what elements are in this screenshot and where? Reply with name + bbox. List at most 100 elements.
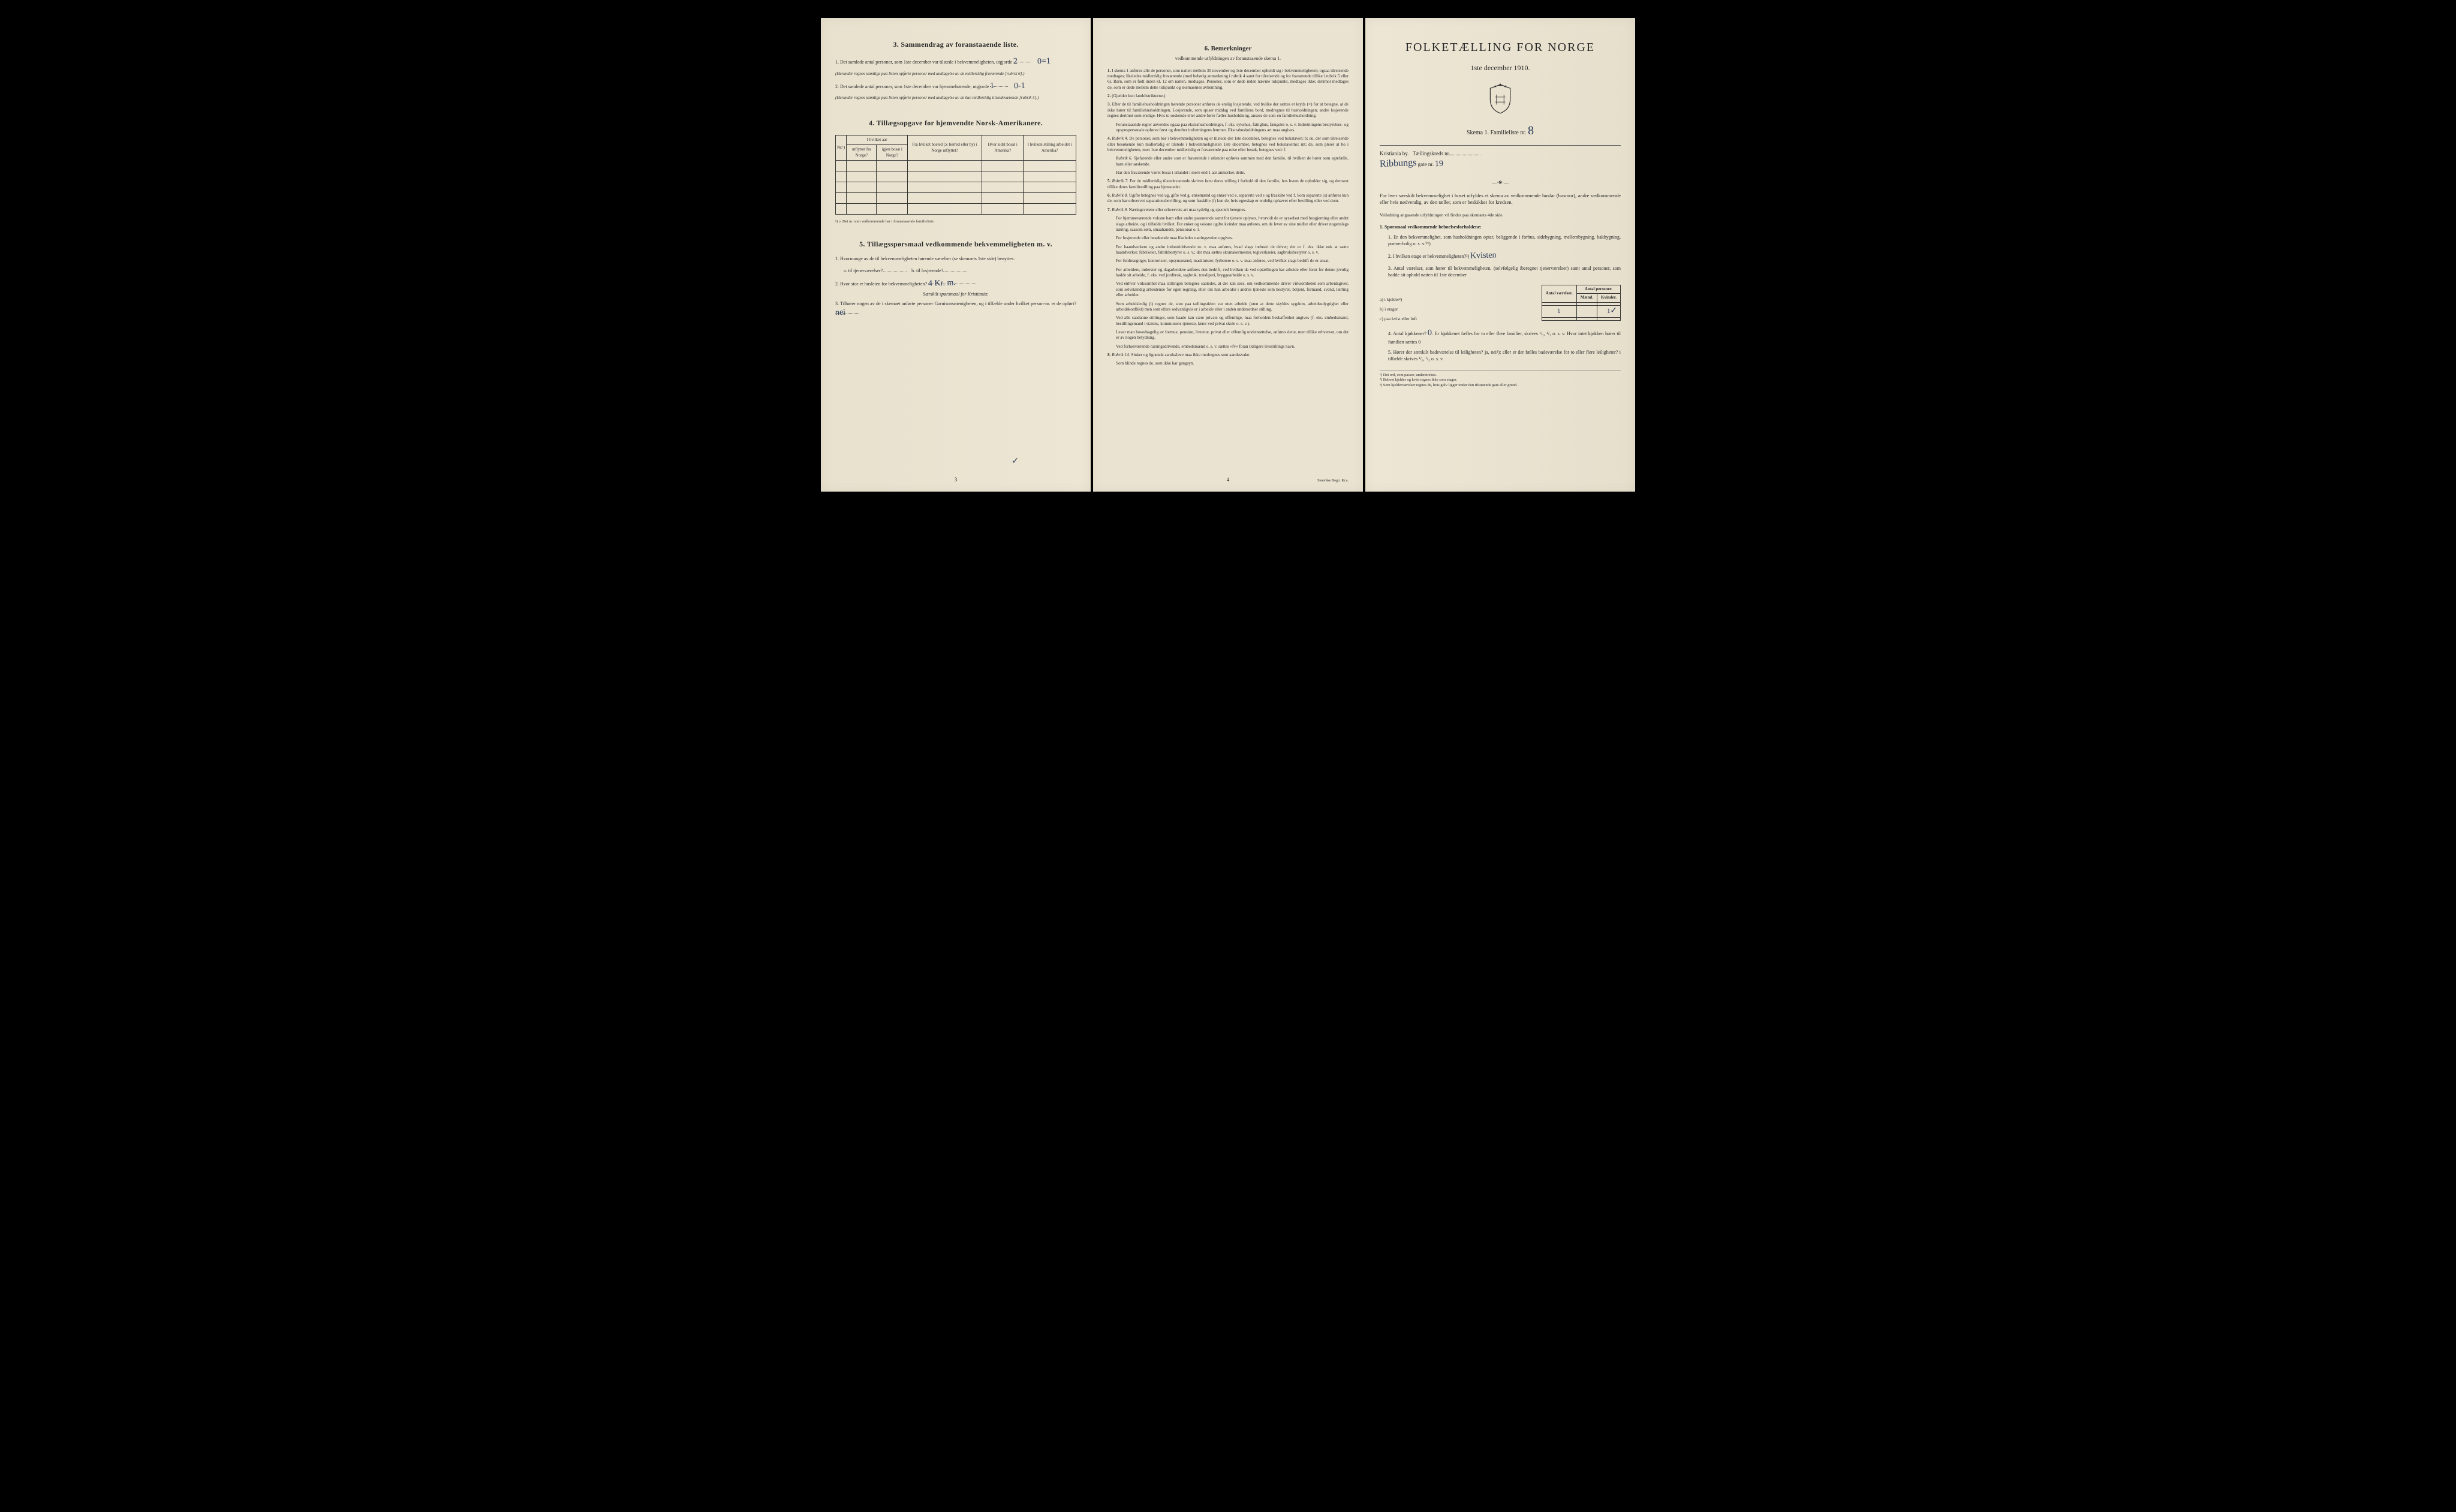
s5-q3-value: nei — [835, 308, 846, 319]
r6-label: Rubrik 6. — [1116, 156, 1132, 161]
table-row — [836, 161, 1076, 171]
q2-note: (Herunder regnes samtlige paa listen opf… — [835, 95, 1076, 101]
q1-text: 1. Det samlede antal personer, som 1ste … — [835, 59, 1012, 65]
th-utfl: utflyttet fra Norge? — [847, 145, 877, 161]
rubrik-9k: Ved forhenværende næringsdrivende, embed… — [1116, 344, 1349, 350]
rubrik-9f: For arbeidere, inderster og dagarbeidere… — [1116, 267, 1349, 279]
rubrik-9g: Ved enhver virksomhet maa stillingen bet… — [1116, 281, 1349, 298]
r4-text: De personer, som bor i bekvemmeligheten … — [1107, 136, 1349, 152]
s5-q2-value: 4 Kr. m. — [928, 278, 956, 290]
q1-value: 2 — [1013, 56, 1018, 68]
section-6-subtitle: vedkommende utfyldningen av foranstaaend… — [1107, 56, 1349, 62]
intro-text: For hver særskilt bekvemmelighet i huset… — [1380, 192, 1621, 206]
th-aar: I hvilket aar — [847, 135, 908, 145]
s5-q2: 2. Hvor stor er husleien for bekvemmelig… — [835, 278, 1076, 288]
q1-3: 3. Antal værelser, som hører til bekvemm… — [1388, 266, 1621, 279]
table-row — [836, 193, 1076, 204]
r14-text: Sinker og lignende aandssløve maa ikke m… — [1131, 353, 1250, 357]
section-6-title: 6. Bemerkninger — [1107, 44, 1349, 53]
skema-line: Skema 1. Familieliste nr. 8 — [1380, 123, 1621, 139]
section-4-title: 4. Tillægsopgave for hjemvendte Norsk-Am… — [835, 118, 1076, 128]
rubrik-9h: Som arbeidsledig (l) regnes de, som paa … — [1116, 302, 1349, 313]
q1-side: 0=1 — [1037, 56, 1051, 68]
s5-q1a: a. til tjenerværelser? — [844, 268, 883, 273]
q1-4-text: 4. Antal kjøkkener? — [1388, 331, 1426, 336]
page-3: 3. Sammendrag av foranstaaende liste. 1.… — [821, 18, 1091, 492]
gate-nr: 19 — [1435, 159, 1444, 170]
r9-label: Rubrik 9. — [1112, 207, 1128, 212]
th-vaerelser: Antal værelser. — [1542, 285, 1576, 302]
r6-text: Sjøfarende eller andre som er fraværende… — [1116, 156, 1349, 166]
rubrik-9i: Ved alle saadanne stillinger, som baade … — [1116, 315, 1349, 327]
rubrik-9c: For losjerende eller besøkende maa likel… — [1116, 236, 1349, 241]
printer-imprint: Steen'ske Bogtr. Kr.a. — [1317, 478, 1349, 483]
q1-4: 4. Antal kjøkkener? 0. Er kjøkkenet fæll… — [1388, 326, 1621, 346]
r4-label: Rubrik 4. — [1112, 136, 1128, 141]
q2-text: 2. Det samlede antal personer, som 1ste … — [835, 84, 989, 89]
fn2: ²) Beboet kjelder og kvist regnes ikke s… — [1380, 378, 1621, 383]
checkmark-icon: ✓ — [1012, 456, 1019, 468]
q2-side: 0-1 — [1014, 80, 1025, 92]
rooms-block: Antal værelser. Antal personer. Mænd. Kv… — [1380, 282, 1621, 322]
s5-q3-text: 3. Tilhører nogen av de i skemaet anført… — [835, 301, 1076, 306]
s5-q1-options: a. til tjenerværelser? b. til losjerende… — [844, 266, 1076, 275]
etager-vaerelser: 1 — [1557, 307, 1561, 316]
th-bosted: Fra hvilket bosted (ɔ: herred eller by) … — [908, 135, 982, 161]
s5-q1b: b. til losjerende? — [911, 268, 943, 273]
rubrik-7: 5. Rubrik 7. For de midlertidig tilstede… — [1107, 179, 1349, 190]
s5-q2-text: 2. Hvor stor er husleien for bekvemmelig… — [835, 281, 927, 287]
three-page-spread: 3. Sammendrag av foranstaaende liste. 1.… — [821, 18, 1635, 492]
th-stilling: I hvilken stilling arbeidet i Amerika? — [1024, 135, 1076, 161]
skema-label: Skema 1. Familieliste nr. — [1467, 129, 1527, 136]
r7-text: For de midlertidig tilstedeværende skriv… — [1107, 179, 1349, 189]
location-line: Kristiania by. Tællingskreds nr. Ribbung… — [1380, 149, 1621, 170]
q2: 2. Det samlede antal personer, som 1ste … — [835, 81, 1076, 92]
th-nr: Nr.¹) — [836, 135, 847, 161]
page-4: 6. Bemerkninger vedkommende utfyldningen… — [1093, 18, 1363, 492]
q1-2: 2. I hvilken etage er bekvemmeligheten?²… — [1388, 251, 1621, 262]
rubrik-3b: Foranstaaende regler anvendes ogsaa paa … — [1116, 122, 1349, 134]
table-row — [836, 171, 1076, 182]
emigrant-table: Nr.¹) I hvilket aar Fra hvilket bosted (… — [835, 135, 1076, 215]
rubrik-2: 2. (Gjælder kun landdistrikterne.) — [1107, 94, 1349, 99]
rubrik-9b: For hjemmeværende voksne barn eller andr… — [1116, 216, 1349, 233]
rubrik-1: 1. I skema 1 anføres alle de personer, s… — [1107, 68, 1349, 91]
q1-1: 1. Er den bekvemmelighet, som husholdnin… — [1388, 234, 1621, 248]
rubrik-6: Rubrik 6. Sjøfarende eller andre som er … — [1116, 156, 1349, 167]
section-5-title: 5. Tillægsspørsmaal vedkommende bekvemme… — [835, 239, 1076, 249]
q1-note: (Herunder regnes samtlige paa listen opf… — [835, 71, 1076, 77]
rubrik-4: 4. Rubrik 4. De personer, som bor i bekv… — [1107, 136, 1349, 153]
table-footnote: ¹) ɔ: Det nr. som vedkommende har i fora… — [835, 219, 1076, 225]
census-date: 1ste december 1910. — [1380, 63, 1621, 73]
page-number: 3 — [955, 476, 958, 483]
s5-subtitle: Særskilt spørsmaal for Kristiania: — [835, 291, 1076, 298]
gate-label: gate nr. — [1418, 161, 1434, 167]
table-row — [836, 182, 1076, 193]
rubrik-8: 6. Rubrik 8. Ugifte betegnes ved ug, gif… — [1107, 193, 1349, 204]
divider-ornament: —·❋·— — [1380, 180, 1621, 186]
kreds-label: Tællingskreds nr. — [1413, 150, 1450, 156]
th-maend: Mænd. — [1576, 294, 1597, 302]
rubrik-9d: For haandverkere og andre industridriven… — [1116, 245, 1349, 256]
footnotes: ¹) Det ord, som passer, understrekes. ²)… — [1380, 370, 1621, 388]
r14-label: Rubrik 14. — [1112, 353, 1130, 357]
rubrik-3: 3. Efter de til familiehusholdningen hør… — [1107, 102, 1349, 119]
s5-q3: 3. Tilhører nogen av de i skemaet anført… — [835, 301, 1076, 317]
fn3: ³) Som kjelderværelser regnes de, hvis g… — [1380, 383, 1621, 388]
q1-4-value: 0 — [1428, 328, 1432, 339]
r2-text: (Gjælder kun landdistrikterne.) — [1112, 94, 1165, 98]
rubrik-9j: Lever man hovedsagelig av formue, pensio… — [1116, 330, 1349, 341]
q1-2-text: 2. I hvilken etage er bekvemmeligheten?²… — [1388, 254, 1469, 259]
th-personer: Antal personer. — [1576, 285, 1620, 293]
street-name: Ribbungs — [1380, 156, 1417, 171]
checkmark-icon: ✓ — [1610, 306, 1617, 317]
rubrik-9: 7. Rubrik 9. Næringsveiens eller erhverv… — [1107, 207, 1349, 213]
rubrik-6b: Har den fraværende været bosat i utlande… — [1116, 170, 1349, 176]
coat-of-arms-icon — [1488, 83, 1513, 115]
fn1: ¹) Det ord, som passer, understrekes. — [1380, 373, 1621, 378]
r9-text: Næringsveiens eller erhvervets art maa t… — [1129, 207, 1246, 212]
table-row — [836, 204, 1076, 215]
q1-2-value: Kvisten — [1470, 251, 1497, 263]
r7-label: Rubrik 7. — [1112, 179, 1128, 183]
page-1-cover: FOLKETÆLLING FOR NORGE 1ste december 191… — [1365, 18, 1635, 492]
